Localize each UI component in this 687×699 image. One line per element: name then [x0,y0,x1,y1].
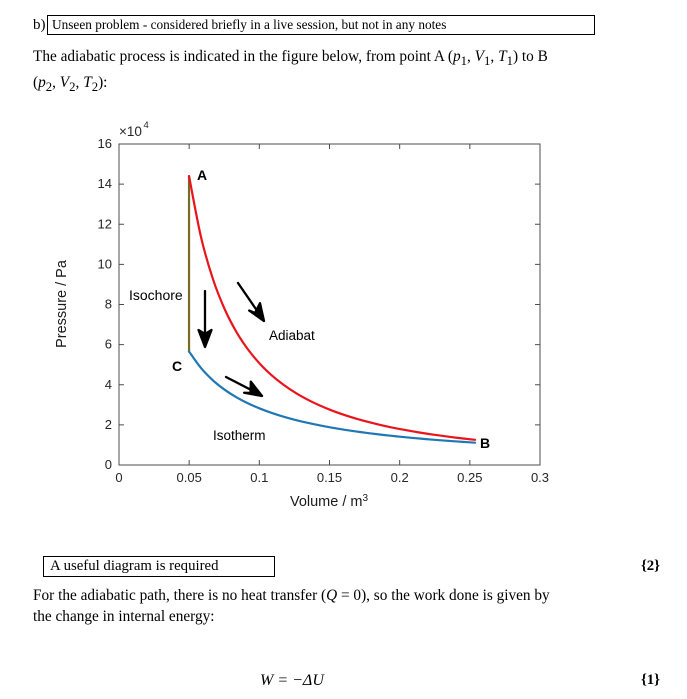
svg-text:0.1: 0.1 [250,470,268,485]
svg-text:B: B [480,435,490,451]
svg-text:0.3: 0.3 [531,470,549,485]
svg-text:0.25: 0.25 [457,470,482,485]
svg-text:6: 6 [105,337,112,352]
svg-text:Isochore: Isochore [129,287,183,303]
svg-text:Volume / m3: Volume / m3 [290,493,369,510]
svg-text:14: 14 [98,176,112,191]
svg-text:A: A [197,167,207,183]
svg-text:0: 0 [105,457,112,472]
svg-text:4: 4 [144,120,149,131]
svg-text:C: C [172,358,182,374]
svg-text:16: 16 [98,136,112,151]
svg-text:10: 10 [98,256,112,271]
svg-text:4: 4 [105,377,112,392]
svg-text:8: 8 [105,297,112,312]
svg-text:0.2: 0.2 [391,470,409,485]
svg-text:Pressure / Pa: Pressure / Pa [54,259,70,348]
svg-text:2: 2 [105,417,112,432]
svg-text:Isotherm: Isotherm [213,428,266,443]
svg-text:0: 0 [115,470,122,485]
svg-text:0.15: 0.15 [317,470,342,485]
svg-text:12: 12 [98,216,112,231]
svg-text:0.05: 0.05 [177,470,202,485]
svg-text:×10: ×10 [119,124,142,139]
svg-text:Adiabat: Adiabat [269,328,315,343]
